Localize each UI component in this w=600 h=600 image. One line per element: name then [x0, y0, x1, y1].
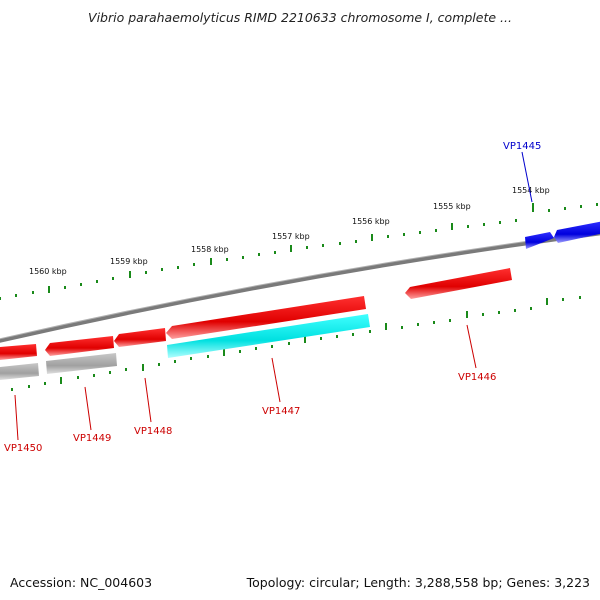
feature-VP1447-cyan[interactable]	[167, 314, 370, 358]
outer-scale-ring	[0, 203, 598, 300]
gene-label-VP1450[interactable]: VP1450	[4, 443, 42, 454]
scale-label-1554: 1554 kbp	[512, 186, 550, 195]
leader-line-VP1446	[466, 324, 477, 369]
gene-label-VP1447[interactable]: VP1447	[262, 406, 300, 417]
leader-line-VP1448	[144, 377, 152, 423]
leader-line-VP1449	[84, 386, 92, 431]
genome-summary-text: Topology: circular; Length: 3,288,558 bp…	[246, 575, 590, 590]
accession-text: Accession: NC_004603	[10, 575, 153, 590]
gene-label-VP1445[interactable]: VP1445	[503, 141, 541, 152]
chromosome-backbone	[0, 231, 600, 343]
gene-label-VP1446[interactable]: VP1446	[458, 372, 496, 383]
gene-VP1450-arrow[interactable]	[0, 344, 37, 360]
gene-VP1448-arrow[interactable]	[114, 328, 166, 347]
scale-label-1555: 1555 kbp	[433, 202, 471, 211]
gene-VP1447-red-arrow[interactable]	[166, 296, 366, 339]
gene-VP1445-arrow[interactable]	[525, 232, 554, 249]
map-title: Vibrio parahaemolyticus RIMD 2210633 chr…	[88, 10, 512, 25]
gene-forward-arrow[interactable]	[554, 221, 600, 243]
gene-VP1446-arrow[interactable]	[405, 268, 512, 299]
scale-label-1560: 1560 kbp	[29, 267, 67, 276]
scale-label-1559: 1559 kbp	[110, 257, 148, 266]
inner-scale-ring	[11, 296, 581, 391]
feature-VP1449-gray[interactable]	[46, 353, 117, 374]
gene-label-VP1449[interactable]: VP1449	[73, 433, 111, 444]
scale-label-1556: 1556 kbp	[352, 217, 390, 226]
scale-label-1557: 1557 kbp	[272, 232, 310, 241]
leader-line-VP1445	[521, 151, 533, 203]
leader-line-VP1447	[271, 357, 281, 403]
scale-label-1558: 1558 kbp	[191, 245, 229, 254]
gene-label-VP1448[interactable]: VP1448	[134, 426, 172, 437]
feature-VP1450-gray[interactable]	[0, 363, 39, 380]
leader-line-VP1450	[14, 394, 19, 441]
gene-VP1449-arrow[interactable]	[45, 336, 114, 356]
